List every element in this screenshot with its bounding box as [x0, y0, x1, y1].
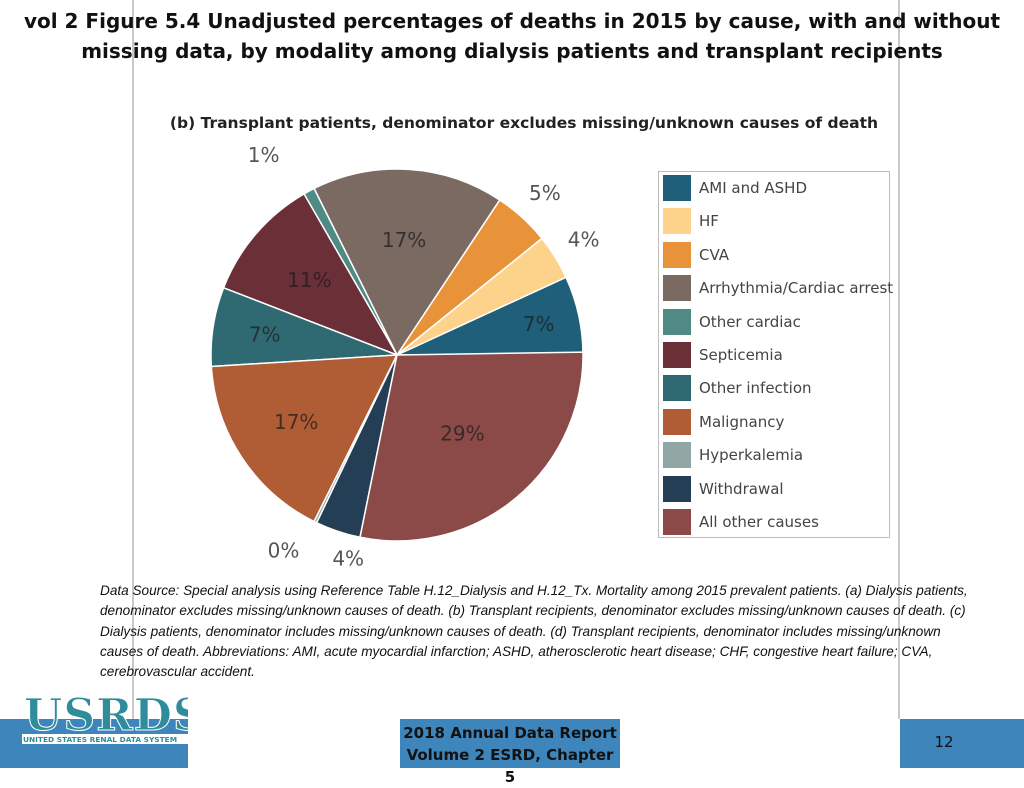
legend-swatch	[663, 342, 691, 368]
page-number: 12	[934, 733, 954, 751]
report-title: 2018 Annual Data Report Volume 2 ESRD, C…	[400, 722, 620, 788]
slide-title: vol 2 Figure 5.4 Unadjusted percentages …	[0, 6, 1024, 66]
legend-swatch	[663, 442, 691, 469]
pie-slice-all-other-causes	[359, 351, 584, 542]
frame-line-right	[898, 0, 900, 735]
slide-title-line2: missing data, by modality among dialysis…	[81, 39, 943, 63]
legend-item: AMI and ASHD	[663, 174, 807, 202]
legend-label: Withdrawal	[699, 479, 784, 498]
legend-swatch	[663, 408, 691, 435]
legend-item: Withdrawal	[663, 475, 784, 503]
slice-label-withdrawal: 4%	[332, 546, 364, 570]
legend: AMI and ASHD HF CVA Arrhythmia/Cardiac arre…	[658, 171, 893, 538]
usrds-logo-subtext: UNITED STATES RENAL DATA SYSTEM	[23, 735, 177, 744]
legend-swatch	[663, 175, 691, 201]
pie-slice-malignancy	[210, 354, 399, 523]
frame-line-left	[132, 0, 134, 735]
slice-label-malignancy: 17%	[274, 410, 318, 434]
slice-label-ami-and-ashd: 7%	[523, 312, 555, 336]
legend-swatch	[663, 509, 691, 535]
legend-swatch	[663, 275, 691, 302]
legend-label: Other infection	[699, 379, 812, 398]
usrds-logo: USRDS UNITED STATES RENAL DATA SYSTEM	[22, 690, 188, 744]
legend-item: All other causes	[663, 508, 819, 536]
legend-item: Other infection	[663, 374, 812, 402]
legend-swatch	[663, 241, 691, 268]
slide-title-line1: vol 2 Figure 5.4 Unadjusted percentages …	[23, 9, 1001, 33]
legend-item: Arrhythmia/Cardiac arrest	[663, 274, 893, 302]
legend-label: Arrhythmia/Cardiac arrest	[699, 279, 894, 298]
slice-label-arrhythmia-cardiac-arrest: 17%	[382, 228, 426, 252]
legend-swatch	[663, 475, 691, 502]
pie-chart: (b) Transplant patients, denominator exc…	[170, 114, 878, 570]
report-title-line2: Volume 2 ESRD, Chapter 5	[406, 746, 614, 786]
legend-swatch	[663, 308, 691, 335]
slice-label-other-infection: 7%	[249, 323, 281, 347]
legend-item: Hyperkalemia	[663, 441, 803, 469]
legend-label: Septicemia	[699, 346, 783, 364]
legend-label: All other causes	[699, 513, 819, 531]
report-title-line1: 2018 Annual Data Report	[403, 724, 617, 742]
usrds-logo-text: USRDS	[24, 690, 188, 741]
slice-label-septicemia: 11%	[287, 268, 331, 292]
legend-label: Other cardiac	[699, 312, 801, 331]
footer-spacer-right	[620, 719, 900, 768]
legend-swatch	[663, 208, 691, 235]
slice-label-other-cardiac: 1%	[248, 143, 280, 167]
legend-label: AMI and ASHD	[699, 179, 807, 197]
legend-item: CVA	[663, 241, 729, 269]
slice-label-cva: 5%	[529, 181, 561, 205]
legend-item: Malignancy	[663, 408, 784, 436]
legend-item: HF	[663, 207, 719, 235]
legend-swatch	[663, 375, 691, 402]
legend-item: Other cardiac	[663, 308, 801, 336]
pie-slice-septicemia	[222, 192, 399, 357]
slice-label-hf: 4%	[568, 228, 600, 252]
footer-spacer-left	[188, 719, 400, 768]
data-source-note: Data Source: Special analysis using Refe…	[100, 583, 968, 680]
legend-item: Septicemia	[663, 341, 783, 369]
slice-label-hyperkalemia: 0%	[268, 539, 300, 563]
slice-label-all-other-causes: 29%	[440, 422, 484, 446]
legend-label: HF	[699, 212, 719, 231]
legend-label: CVA	[699, 245, 730, 264]
legend-label: Malignancy	[699, 412, 785, 431]
legend-label: Hyperkalemia	[699, 446, 804, 465]
chart-title: (b) Transplant patients, denominator exc…	[170, 114, 878, 132]
pie-slice-arrhythmia-cardiac-arrest	[313, 168, 501, 357]
